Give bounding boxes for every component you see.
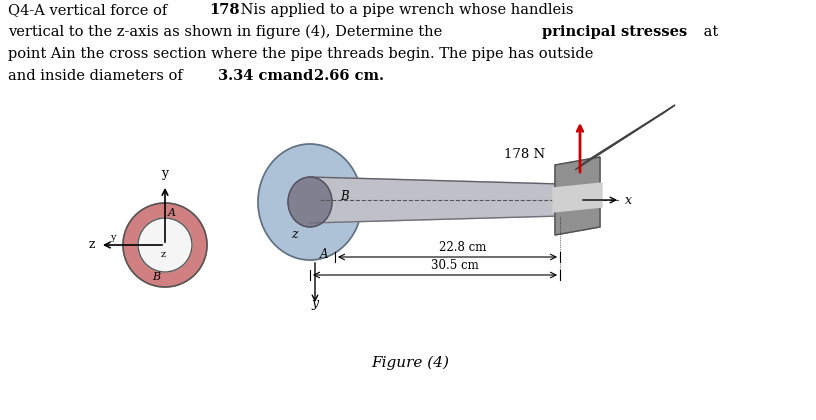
Text: z: z	[88, 239, 95, 252]
Text: point Ain the cross section where the pipe threads begin. The pipe has outside: point Ain the cross section where the pi…	[8, 47, 593, 61]
Text: and inside diameters of: and inside diameters of	[8, 69, 188, 83]
Text: y: y	[312, 297, 318, 310]
Text: z: z	[290, 228, 297, 241]
Polygon shape	[555, 157, 600, 235]
Polygon shape	[310, 177, 560, 223]
Text: Nis applied to a pipe wrench whose handleis: Nis applied to a pipe wrench whose handl…	[236, 3, 573, 17]
Text: 30.5 cm: 30.5 cm	[431, 259, 479, 272]
Text: B: B	[152, 272, 160, 282]
Text: A: A	[168, 208, 176, 218]
Text: y: y	[110, 233, 116, 242]
Text: vertical to the z-axis as shown in figure (4), Determine the: vertical to the z-axis as shown in figur…	[8, 25, 447, 39]
Text: z: z	[161, 250, 166, 259]
Text: Q4-A vertical force of: Q4-A vertical force of	[8, 3, 172, 17]
Ellipse shape	[258, 144, 362, 260]
Text: B: B	[340, 191, 348, 204]
Text: 178 N: 178 N	[503, 149, 545, 162]
Polygon shape	[575, 105, 675, 170]
Text: x: x	[625, 194, 632, 207]
Text: principal stresses: principal stresses	[542, 25, 687, 39]
Text: at: at	[699, 25, 719, 39]
Text: 2.66 cm.: 2.66 cm.	[314, 69, 384, 83]
Text: 3.34 cmand: 3.34 cmand	[218, 69, 313, 83]
Ellipse shape	[288, 177, 332, 227]
Circle shape	[123, 203, 207, 287]
Text: 22.8 cm: 22.8 cm	[439, 241, 486, 254]
Text: 178: 178	[209, 3, 240, 17]
Text: A: A	[320, 248, 329, 261]
Polygon shape	[553, 183, 602, 212]
Circle shape	[138, 218, 192, 272]
Text: Figure (4): Figure (4)	[371, 356, 449, 370]
Text: y: y	[162, 167, 169, 180]
